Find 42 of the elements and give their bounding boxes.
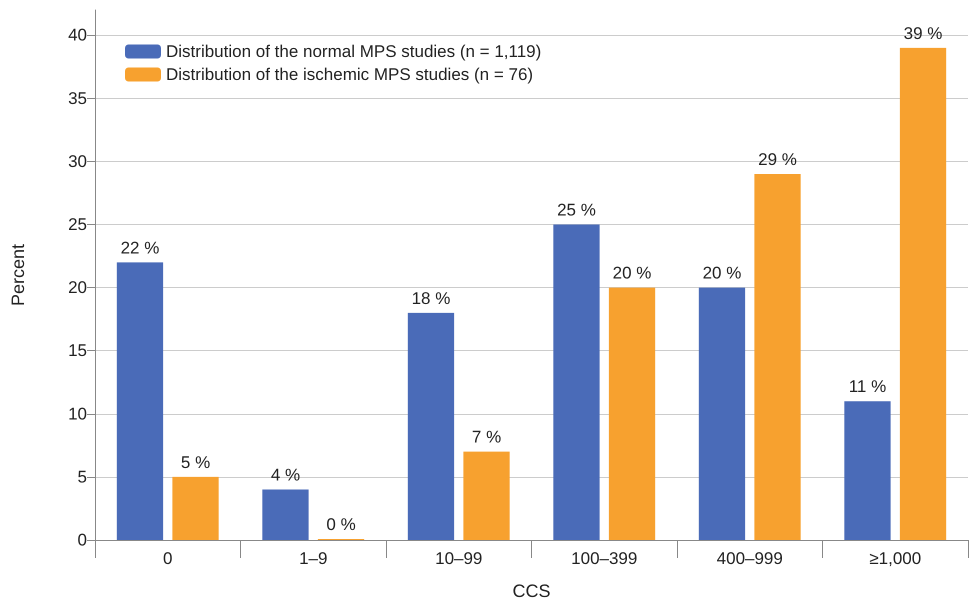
bar xyxy=(172,476,219,540)
data-label: 5 % xyxy=(180,452,210,472)
y-tick-label: 30 xyxy=(68,152,87,171)
legend-label: Distribution of the normal MPS studies (n = 1,119) xyxy=(166,42,542,61)
x-tick-label: 1–9 xyxy=(299,549,328,568)
y-tick-label: 0 xyxy=(78,530,87,550)
y-tick-label: 25 xyxy=(68,215,87,234)
y-tick-label: 35 xyxy=(68,88,87,108)
x-tick-label: 400–999 xyxy=(716,549,783,568)
data-label: 4 % xyxy=(270,466,300,485)
bar xyxy=(698,288,746,540)
bar xyxy=(754,174,801,540)
data-label: 18 % xyxy=(412,288,450,308)
bar xyxy=(463,452,510,540)
data-label: 25 % xyxy=(557,200,596,220)
data-label: 29 % xyxy=(758,150,797,170)
data-label: 0 % xyxy=(326,515,356,534)
y-tick-label: 5 xyxy=(78,467,87,486)
y-tick-label: 20 xyxy=(68,278,87,298)
x-tick-label: 10–99 xyxy=(435,549,482,568)
data-label: 39 % xyxy=(904,24,942,43)
bar xyxy=(262,490,309,540)
x-tick-label: 100–399 xyxy=(571,549,638,568)
bar xyxy=(408,312,454,540)
x-tick-label: 0 xyxy=(163,549,172,568)
bar xyxy=(608,288,656,540)
data-label: 20 % xyxy=(702,264,742,283)
data-label: 11 % xyxy=(848,377,886,396)
bar xyxy=(900,48,946,540)
data-label: 20 % xyxy=(612,264,652,283)
x-tick-label: ≥1,000 xyxy=(869,549,922,568)
bar xyxy=(844,401,891,540)
y-axis-title: Percent xyxy=(8,244,28,306)
bar xyxy=(553,224,600,540)
y-tick-label: 15 xyxy=(68,341,87,360)
data-label: 7 % xyxy=(472,428,502,447)
data-label: 22 % xyxy=(120,238,160,258)
y-tick-label: 40 xyxy=(68,26,87,45)
legend-label: Distribution of the ischemic MPS studies (n = 76) xyxy=(166,65,534,84)
bar xyxy=(116,262,164,540)
x-axis-title: CCS xyxy=(512,581,551,601)
y-tick-label: 10 xyxy=(68,404,87,424)
